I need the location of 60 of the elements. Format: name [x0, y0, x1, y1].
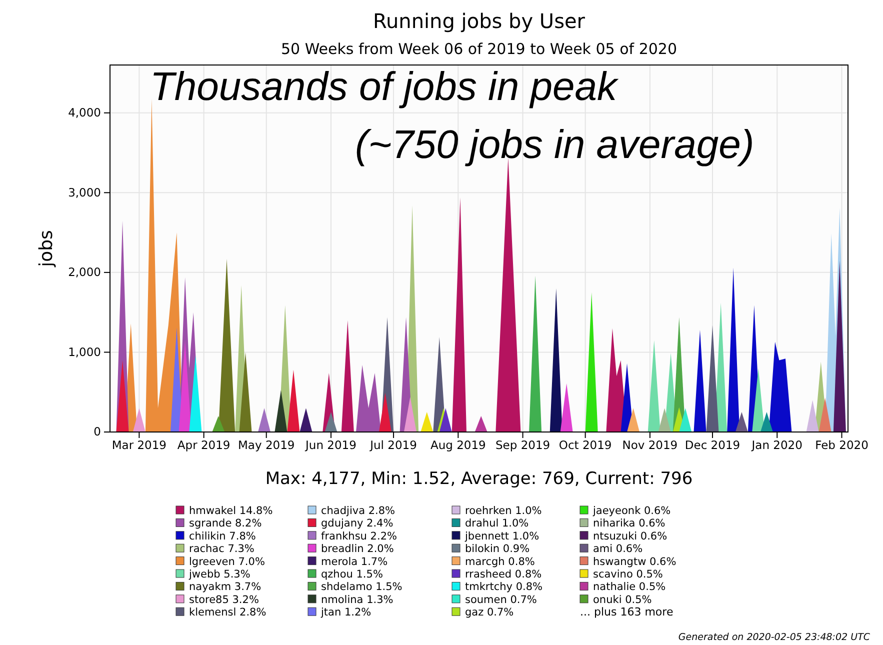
legend-label: lgreeven 7.0% [189, 556, 265, 568]
legend-label: gdujany 2.4% [321, 518, 394, 530]
chart-title: Running jobs by User [372, 9, 586, 33]
legend-label: niharika 0.6% [593, 518, 666, 530]
legend-label: scavino 0.5% [593, 568, 663, 580]
x-tick-label: Sep 2019 [495, 438, 550, 452]
x-tick-label: Mar 2019 [112, 438, 166, 452]
legend-label: chilikin 7.8% [189, 530, 256, 542]
legend-label: nayakm 3.7% [189, 581, 262, 594]
y-axis-title: jobs [36, 230, 57, 268]
text: Generated on 2020-02-05 23:48:02 UTC [678, 632, 870, 643]
legend-label: marcgh 0.8% [465, 556, 535, 568]
x-tick-label: Apr 2019 [177, 438, 230, 452]
x-tick-label: Oct 2019 [558, 438, 612, 452]
legend-label: nathalie 0.5% [593, 581, 666, 594]
legend-label: gaz 0.7% [465, 606, 514, 619]
annotation: Thousands of jobs in peak [150, 65, 619, 109]
legend-label: jaeyeonk 0.6% [592, 505, 671, 517]
legend-label: frankhsu 2.2% [321, 530, 397, 542]
legend-label: rachac 7.3% [189, 543, 254, 556]
legend-label: jwebb 5.3% [188, 568, 250, 580]
legend-label: onuki 0.5% [593, 594, 652, 606]
text: Max: 4,177, Min: 1.52, Average: 769, Current: 796 [265, 469, 693, 489]
y-tick-label: 4,000 [68, 106, 101, 120]
x-tick-label: Jun 2019 [304, 438, 356, 452]
y-tick-label: 2,000 [68, 265, 101, 280]
legend-label: tmkrtchy 0.8% [465, 581, 543, 594]
legend-label: klemensl 2.8% [189, 606, 266, 619]
y-tick-label: 1,000 [68, 344, 101, 359]
x-tick-label: Jan 2020 [750, 438, 802, 452]
y-tick-label: 0 [94, 424, 101, 439]
legend-label: breadlin 2.0% [321, 543, 394, 556]
legend-label: rrasheed 0.8% [465, 568, 542, 580]
x-tick-label: Nov 2019 [622, 438, 678, 452]
legend-label: ntsuzuki 0.6% [593, 530, 668, 542]
legend-label: merola 1.7% [321, 556, 388, 568]
legend-label: roehrken 1.0% [465, 505, 542, 517]
annotation: (~750 jobs in average) [355, 123, 754, 167]
x-tick-label: Dec 2019 [684, 438, 740, 452]
chart-subtitle: 50 Weeks from Week 06 of 2019 to Week 05 of 2020 [280, 40, 678, 58]
legend-label: sgrande 8.2% [189, 518, 262, 530]
legend-label: store85 3.2% [189, 594, 259, 606]
x-tick-label: Aug 2019 [430, 438, 486, 452]
legend-label: drahul 1.0% [465, 518, 529, 530]
legend-label: hmwakel 14.8% [189, 505, 273, 517]
legend-label: hswangtw 0.6% [593, 556, 676, 568]
y-tick-label: 3,000 [68, 185, 101, 200]
legend-label: jtan 1.2% [320, 606, 372, 619]
x-tick-label: Feb 2020 [815, 438, 868, 452]
legend-label: qzhou 1.5% [321, 568, 383, 580]
x-tick-label: May 2019 [238, 438, 295, 452]
legend-label: jbennett 1.0% [464, 530, 540, 542]
legend-label: shdelamo 1.5% [321, 581, 402, 594]
legend-label: ami 0.6% [593, 543, 643, 556]
legend-label: soumen 0.7% [465, 594, 537, 606]
legend-label: chadjiva 2.8% [321, 505, 396, 517]
legend-label: nmolina 1.3% [321, 594, 394, 606]
legend-label: bilokin 0.9% [465, 543, 530, 556]
text: ... plus 163 more [580, 606, 674, 619]
x-tick-label: Jul 2019 [369, 438, 417, 452]
